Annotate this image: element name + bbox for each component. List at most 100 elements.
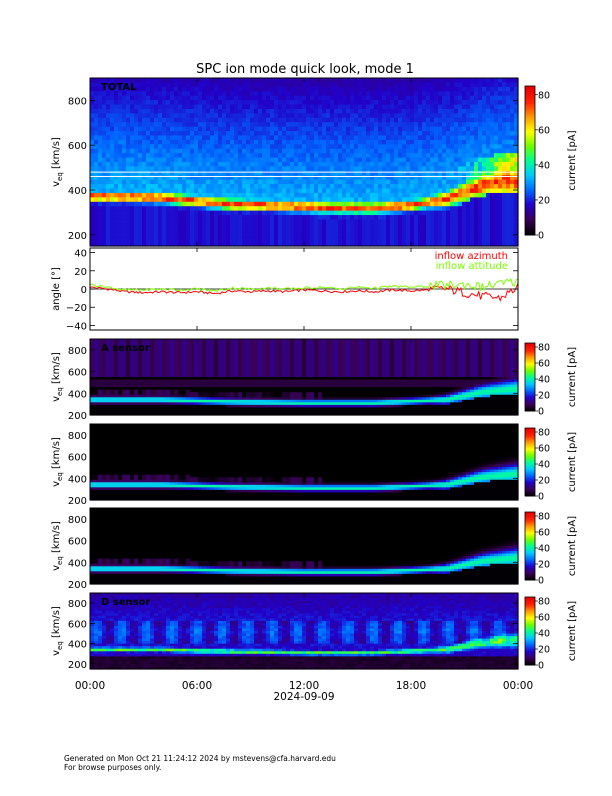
heatmap-cell bbox=[478, 135, 483, 140]
heatmap-cell bbox=[350, 228, 355, 233]
heatmap-cell bbox=[98, 149, 103, 154]
heatmap-cell bbox=[390, 113, 395, 118]
heatmap-cell bbox=[366, 189, 371, 194]
heatmap-cell bbox=[370, 219, 375, 224]
heatmap-cell bbox=[430, 87, 435, 92]
heatmap-cell bbox=[498, 219, 503, 224]
heatmap-cell bbox=[182, 149, 187, 154]
heatmap-cell bbox=[270, 82, 275, 87]
heatmap-cell bbox=[430, 180, 435, 185]
heatmap-cell bbox=[330, 105, 335, 110]
heatmap-cell bbox=[350, 211, 355, 216]
heatmap-cell bbox=[190, 215, 195, 220]
heatmap-cell bbox=[98, 228, 103, 233]
heatmap-cell bbox=[162, 149, 167, 154]
heatmap-cell bbox=[502, 211, 507, 216]
heatmap-cell bbox=[206, 215, 211, 220]
heatmap-cell bbox=[294, 127, 299, 132]
heatmap-cell bbox=[166, 144, 171, 149]
heatmap-cell bbox=[178, 140, 183, 145]
heatmap-cell bbox=[266, 189, 271, 194]
heatmap-cell bbox=[154, 91, 159, 96]
heatmap-cell bbox=[486, 109, 491, 114]
heatmap-cell bbox=[378, 211, 383, 216]
heatmap-cell bbox=[142, 122, 147, 127]
heatmap-cell bbox=[450, 189, 455, 194]
heatmap-cell bbox=[222, 144, 227, 149]
heatmap-cell bbox=[190, 135, 195, 140]
heatmap-cell bbox=[326, 197, 331, 202]
heatmap-cell bbox=[242, 96, 247, 101]
heatmap-cell bbox=[454, 180, 459, 185]
heatmap-cell bbox=[278, 189, 283, 194]
heatmap-cell bbox=[430, 197, 435, 202]
heatmap-cell bbox=[422, 237, 427, 242]
heatmap-cell bbox=[338, 162, 343, 167]
heatmap-cell bbox=[482, 193, 487, 198]
heatmap-cell bbox=[90, 96, 95, 101]
heatmap-cell bbox=[362, 109, 367, 114]
heatmap-cell bbox=[266, 184, 271, 189]
heatmap-cell bbox=[118, 135, 123, 140]
heatmap-cell bbox=[186, 215, 191, 220]
heatmap-cell bbox=[506, 189, 511, 194]
heatmap-cell bbox=[206, 78, 211, 83]
heatmap-cell bbox=[274, 180, 279, 185]
heatmap-cell bbox=[450, 158, 455, 163]
heatmap-cell bbox=[362, 153, 367, 158]
heatmap-cell bbox=[94, 113, 99, 118]
heatmap-cell bbox=[134, 224, 139, 229]
heatmap-cell bbox=[322, 105, 327, 110]
heatmap-cell bbox=[218, 215, 223, 220]
heatmap-cell bbox=[278, 118, 283, 123]
heatmap-cell bbox=[486, 144, 491, 149]
heatmap-cell bbox=[298, 153, 303, 158]
heatmap-cell bbox=[198, 180, 203, 185]
heatmap-cell bbox=[150, 228, 155, 233]
heatmap-cell bbox=[318, 175, 323, 180]
heatmap-cell bbox=[498, 140, 503, 145]
heatmap-cell bbox=[390, 78, 395, 83]
heatmap-cell bbox=[126, 180, 131, 185]
heatmap-cell bbox=[206, 122, 211, 127]
heatmap-cell bbox=[138, 109, 143, 114]
heatmap-cell bbox=[98, 166, 103, 171]
heatmap-cell bbox=[134, 215, 139, 220]
heatmap-cell bbox=[470, 140, 475, 145]
heatmap-cell bbox=[510, 228, 515, 233]
colorbar-tick-label: 80 bbox=[538, 90, 550, 101]
heatmap-cell bbox=[230, 144, 235, 149]
heatmap-cell bbox=[170, 180, 175, 185]
heatmap-cell bbox=[454, 96, 459, 101]
heatmap-cell bbox=[370, 166, 375, 171]
heatmap-cell bbox=[142, 237, 147, 242]
heatmap-cell bbox=[162, 109, 167, 114]
heatmap-cell bbox=[246, 96, 251, 101]
heatmap-cell bbox=[258, 149, 263, 154]
heatmap-cell bbox=[238, 175, 243, 180]
heatmap-cell bbox=[158, 197, 163, 202]
heatmap-cell bbox=[346, 135, 351, 140]
heatmap-cell bbox=[178, 149, 183, 154]
heatmap-cell bbox=[218, 202, 223, 207]
heatmap-cell bbox=[142, 202, 147, 207]
heatmap-cell bbox=[130, 113, 135, 118]
heatmap-cell bbox=[426, 113, 431, 118]
heatmap-cell bbox=[190, 175, 195, 180]
heatmap-cell bbox=[506, 197, 511, 202]
heatmap-cell bbox=[214, 91, 219, 96]
heatmap-cell bbox=[234, 122, 239, 127]
heatmap-cell bbox=[110, 149, 115, 154]
heatmap-cell bbox=[130, 180, 135, 185]
heatmap-cell bbox=[462, 219, 467, 224]
heatmap-cell bbox=[94, 91, 99, 96]
heatmap-cell bbox=[318, 78, 323, 83]
heatmap-cell bbox=[506, 219, 511, 224]
heatmap-cell bbox=[378, 149, 383, 154]
heatmap-cell bbox=[414, 202, 419, 207]
heatmap-cell bbox=[358, 175, 363, 180]
heatmap-cell bbox=[410, 144, 415, 149]
heatmap-cell bbox=[230, 162, 235, 167]
heatmap-cell bbox=[338, 91, 343, 96]
heatmap-cell bbox=[398, 109, 403, 114]
